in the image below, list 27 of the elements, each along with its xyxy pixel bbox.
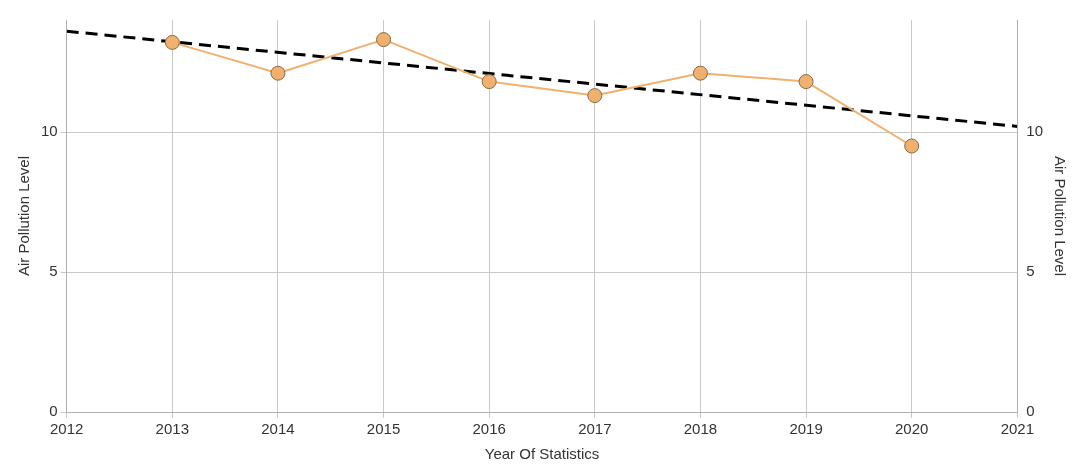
y-axis-title: Air Pollution Level [15,155,33,277]
y-tick-label: 0 [49,402,58,420]
y2-axis-title: Air Pollution Level [1051,155,1069,277]
x-tick-label: 2020 [895,420,929,438]
point [481,74,497,90]
point [164,34,180,50]
x-tick-label: 2014 [261,420,295,438]
x-tick-label: 2021 [1000,420,1034,438]
x-tick-label: 2012 [50,420,84,438]
point [692,65,708,81]
point [904,138,920,154]
x-tick-label: 2015 [366,420,401,438]
x-tick-label: 2018 [683,420,718,438]
y-tick-label: 5 [49,262,58,280]
point [270,65,286,81]
y-tick-label: 10 [41,122,58,140]
y2-tick-label: 10 [1026,122,1043,140]
point [587,88,603,104]
x-tick-label: 2019 [789,420,823,438]
x-tick-label: 2016 [472,420,506,438]
x-tick-label: 2017 [578,420,612,438]
y2-tick-label: 0 [1026,402,1035,420]
y2-tick-label: 5 [1026,262,1035,280]
point [798,74,814,90]
x-axis-title: Year Of Statistics [484,445,600,463]
x-tick-label: 2013 [155,420,189,438]
point [376,32,392,48]
